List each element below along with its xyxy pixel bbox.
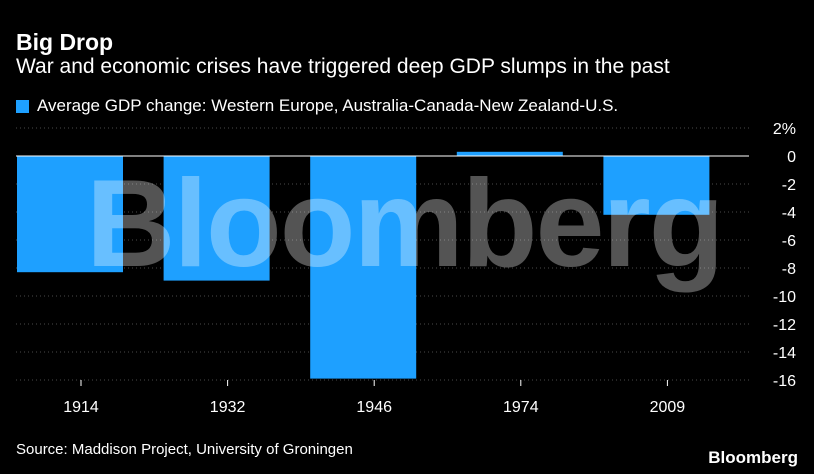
y-tick-label: -6 [782, 233, 796, 250]
x-tick-label: 1914 [63, 399, 99, 416]
y-tick-label: -12 [773, 317, 796, 334]
chart-title: Big Drop [16, 29, 114, 55]
axes [16, 155, 749, 386]
chart-subtitle: War and economic crises have triggered d… [16, 55, 670, 78]
y-tick-label: -14 [773, 345, 796, 362]
legend-label: Average GDP change: Western Europe, Aust… [37, 96, 619, 115]
y-tick-label: -8 [782, 261, 796, 278]
bar-1974 [456, 151, 563, 156]
y-tick-label: 0 [787, 149, 796, 166]
x-tick-label: 2009 [650, 399, 686, 416]
x-tick-label: 1946 [356, 399, 392, 416]
y-tick-label: -4 [782, 205, 796, 222]
y-tick-label: 2% [773, 121, 796, 138]
x-tick-label: 1974 [503, 399, 539, 416]
legend: Average GDP change: Western Europe, Aust… [16, 96, 618, 116]
bars [17, 151, 710, 379]
labels: 2% 0 -2 -4 -6 -8 -10 -12 -14 -16 1914 1932 1946 1974 2… [63, 121, 796, 416]
y-tick-label: -2 [782, 177, 796, 194]
brand-logo: Bloomberg [708, 448, 798, 467]
y-tick-label: -16 [773, 373, 796, 390]
bar-1914 [17, 156, 123, 273]
bar-2009 [603, 156, 710, 215]
bar-1932 [163, 156, 270, 281]
source-note: Source: Maddison Project, University of … [16, 441, 353, 458]
legend-swatch [16, 99, 29, 113]
bar-1946 [310, 156, 417, 379]
x-tick-label: 1932 [210, 399, 246, 416]
y-tick-label: -10 [773, 289, 796, 306]
